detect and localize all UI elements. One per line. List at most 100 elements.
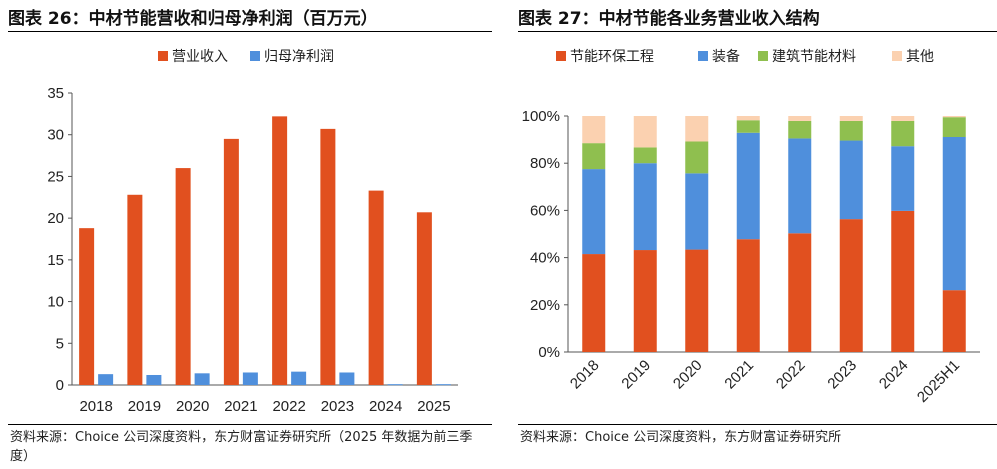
legend-swatch-2 — [698, 51, 708, 61]
stack-segment-series-3 — [633, 147, 657, 164]
x-tick-label: 2025H1 — [914, 357, 963, 406]
y-tick-label: 100% — [522, 108, 560, 125]
figure-26-source-rule — [8, 424, 492, 425]
bar-net-profit — [435, 384, 451, 386]
bar-net-profit — [146, 374, 162, 385]
y-tick-label: 80% — [530, 155, 560, 172]
revenue-structure-chart: 节能环保工程 装备 建筑节能材料 其他 0% 20% 40% 60% 80% 100% 2018 20… — [522, 48, 980, 406]
x-tick-label: 2019 — [618, 357, 654, 393]
stack-segment-series-4 — [891, 116, 915, 121]
y-tick-label: 40% — [530, 250, 560, 267]
legend-label-1: 节能环保工程 — [570, 49, 654, 65]
bar-revenue — [175, 168, 191, 385]
y-tick-label: 10 — [47, 294, 64, 311]
bar-revenue — [416, 212, 432, 385]
bar-revenue — [320, 128, 336, 386]
bar-net-profit — [291, 371, 307, 385]
bar-net-profit — [194, 373, 210, 385]
x-tick-label: 2024 — [369, 398, 402, 415]
stack-segment-series-1 — [633, 250, 657, 352]
stack-segment-series-2 — [736, 132, 760, 240]
legend-swatch-2 — [250, 51, 260, 61]
stack-segment-series-4 — [685, 116, 709, 142]
x-tick-label: 2020 — [176, 398, 209, 415]
stack-segment-series-3 — [736, 120, 760, 133]
x-tick-label: 2023 — [824, 357, 860, 393]
bar-net-profit — [98, 374, 114, 385]
bar-net-profit — [242, 372, 258, 385]
figure-26-source: 资料来源：Choice 公司深度资料，东方财富证券研究所（2025 年数据为前三… — [10, 430, 473, 464]
stack-segment-series-4 — [788, 116, 812, 121]
legend-swatch-3 — [758, 51, 768, 61]
stack-segment-series-3 — [582, 143, 606, 170]
stack-segment-series-4 — [633, 116, 657, 148]
legend-swatch-4 — [892, 51, 902, 61]
stack-segment-series-4 — [942, 116, 966, 118]
legend-label-4: 其他 — [906, 49, 934, 65]
stack-segment-series-4 — [736, 116, 760, 121]
y-tick-label: 25 — [47, 168, 64, 185]
stack-segment-series-1 — [685, 249, 709, 352]
x-tick-label: 2019 — [128, 398, 161, 415]
bar-revenue — [368, 190, 384, 385]
bar-revenue — [127, 194, 143, 385]
stack-segment-series-2 — [788, 138, 812, 234]
bar-net-profit — [339, 372, 355, 385]
stack-segment-series-1 — [788, 233, 812, 352]
figure-27-source-rule — [518, 424, 997, 425]
figure-27-title: 图表 27：中材节能各业务营业收入结构 — [518, 9, 820, 29]
y-tick-label: 0% — [538, 344, 560, 361]
legend-label-3: 建筑节能材料 — [772, 49, 856, 65]
x-tick-label: 2018 — [567, 357, 603, 393]
bar-revenue — [272, 116, 288, 386]
x-tick-label: 2018 — [79, 398, 112, 415]
y-tick-label: 5 — [56, 335, 64, 352]
stack-segment-series-2 — [942, 137, 966, 291]
legend-swatch-1 — [556, 51, 566, 61]
figure-26-title-rule — [8, 31, 492, 32]
figure-27-panel: 图表 27：中材节能各业务营业收入结构 节能环保工程 装备 建筑节能材料 其他 0% 20… — [510, 0, 997, 469]
y-tick-label: 60% — [530, 202, 560, 219]
figure-27-title-rule — [518, 31, 997, 32]
legend-label-1: 营业收入 — [172, 49, 228, 65]
revenue-profit-chart: 营业收入 归母净利润 0 5 10 15 2025 30 35 2018 2019 2020 2021 2… — [47, 48, 458, 415]
stack-segment-series-1 — [736, 239, 760, 352]
y-tick-label: 30 — [47, 127, 64, 144]
figure-26-panel: 图表 26：中材节能营收和归母净利润（百万元） 营业收入 归母净利润 0 5 10 15 2… — [0, 0, 492, 469]
figure-27-source: 资料来源：Choice 公司深度资料，东方财富证券研究所 — [520, 430, 842, 445]
legend-swatch-1 — [158, 51, 168, 61]
bar-revenue — [223, 138, 239, 385]
x-tick-label: 2021 — [224, 398, 257, 415]
bar-revenue — [79, 228, 95, 385]
stack-segment-series-3 — [788, 120, 812, 139]
stack-segment-series-2 — [633, 163, 657, 251]
x-tick-label: 2021 — [721, 357, 757, 393]
legend-label-2: 归母净利润 — [264, 48, 334, 65]
y-tick-label: 0 — [56, 377, 64, 394]
x-tick-label: 2025 — [417, 398, 450, 415]
stack-segment-series-3 — [891, 120, 915, 147]
stack-segment-series-2 — [685, 173, 709, 250]
x-tick-label: 2023 — [321, 398, 354, 415]
x-tick-label: 2022 — [272, 398, 305, 415]
stack-segment-series-2 — [839, 140, 863, 220]
stack-segment-series-4 — [582, 116, 606, 144]
stack-segment-series-1 — [891, 210, 915, 352]
figure-26-title: 图表 26：中材节能营收和归母净利润（百万元） — [8, 9, 378, 29]
stack-segment-series-1 — [582, 254, 606, 352]
bar-net-profit — [387, 384, 403, 386]
y-tick-label: 35 — [47, 85, 64, 102]
stack-segment-series-3 — [685, 141, 709, 174]
x-tick-label: 2024 — [876, 357, 912, 393]
stack-segment-series-1 — [942, 290, 966, 352]
stack-segment-series-1 — [839, 219, 863, 352]
y-tick-label: 20% — [530, 297, 560, 314]
x-tick-label: 2022 — [773, 357, 809, 393]
y-tick-label: 15 — [47, 252, 64, 269]
stack-segment-series-2 — [582, 169, 606, 255]
stack-segment-series-3 — [942, 117, 966, 138]
stack-segment-series-3 — [839, 120, 863, 141]
stack-segment-series-2 — [891, 146, 915, 211]
legend-label-2: 装备 — [712, 48, 740, 65]
stack-segment-series-4 — [839, 116, 863, 121]
